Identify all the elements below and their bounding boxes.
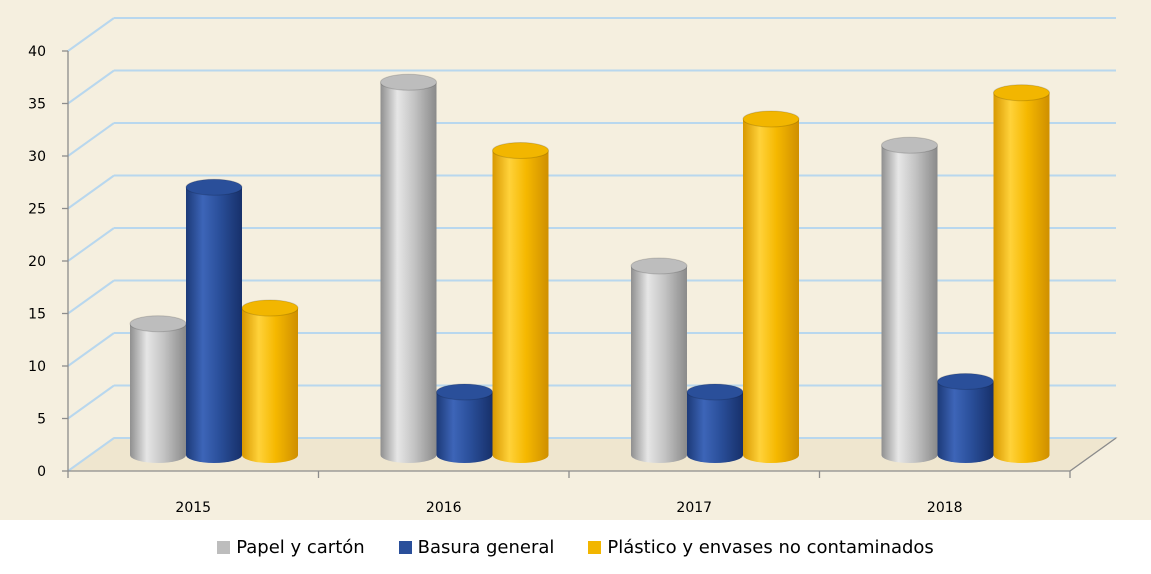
y-tick-label: 5 [37,412,46,428]
gridline-depth [67,279,115,315]
bar-Papel y cartón-2016 [380,82,437,463]
legend: Papel y cartón Basura general Plástico y… [0,537,1151,558]
y-tick-label: 20 [28,254,46,270]
gridline-depth [67,69,115,105]
bar-Basura general-2017 [687,392,743,463]
bar-top-2016 [380,73,437,91]
bars [129,73,1050,463]
bar-Papel y cartón-2017 [631,266,687,463]
x-tick-label: 2016 [426,500,462,516]
legend-label-papel: Papel y cartón [236,537,365,558]
y-tick-label: 30 [28,149,46,165]
legend-swatch-basura [398,541,412,554]
gridline-depth [67,17,115,52]
y-tick-label: 40 [28,44,46,60]
gridline-depth [67,332,115,367]
bar-top-2017 [686,383,744,401]
bar-Basura general-2016 [436,392,493,463]
gridlines [67,17,1116,472]
legend-label-basura: Basura general [417,537,555,558]
gridline-depth [67,122,115,157]
legend-item-plastico: Plástico y envases no contaminados [588,537,934,558]
bar-Basura general-2018 [937,381,994,463]
bar-Papel y cartón-2015 [130,323,186,463]
bar-Plástico y envases no contaminados-2017 [743,119,799,463]
x-tick-label: 2015 [175,500,211,516]
gridline-depth [67,437,115,472]
bar-top-2018 [881,136,938,154]
bar-top-2018 [993,84,1050,102]
bar-top-2016 [436,383,493,401]
bar-top-2015 [185,178,243,196]
bar-top-2018 [937,373,994,390]
legend-swatch-plastico [588,541,602,554]
y-tick-label: 35 [28,97,46,113]
y-tick-label: 25 [28,202,46,218]
legend-item-papel: Papel y cartón [217,537,365,558]
gridline-depth [67,227,115,262]
y-tick-label: 15 [28,307,46,323]
bar-top-2017 [630,257,688,275]
x-tick-label: 2018 [927,500,963,516]
bar-Basura general-2015 [186,187,242,463]
gridline-depth [67,384,115,420]
tick-labels: 0 5 10 15 20 25 30 35 40 2015 2016 2017 2018 [28,44,962,516]
y-tick-label: 10 [28,359,46,375]
axes [62,50,1117,478]
bar-top-2016 [492,142,549,159]
bar-top-2015 [241,299,299,317]
bar-Plástico y envases no contaminados-2018 [993,92,1050,463]
legend-swatch-papel [217,541,231,554]
x-axis-depth [1069,437,1117,472]
bar-Plástico y envases no contaminados-2016 [492,150,549,463]
legend-item-basura: Basura general [398,537,555,558]
legend-label-plastico: Plástico y envases no contaminados [607,537,934,558]
gridline-depth [67,174,115,210]
bar-top-2017 [742,110,800,128]
bar-Plástico y envases no contaminados-2015 [242,308,298,463]
y-tick-label: 0 [37,464,46,480]
bar-top-2015 [129,315,187,333]
chart-plot: 0 5 10 15 20 25 30 35 40 2015 2016 2017 2018 [0,0,1151,520]
x-tick-label: 2017 [676,500,712,516]
bar-Papel y cartón-2018 [881,145,938,463]
